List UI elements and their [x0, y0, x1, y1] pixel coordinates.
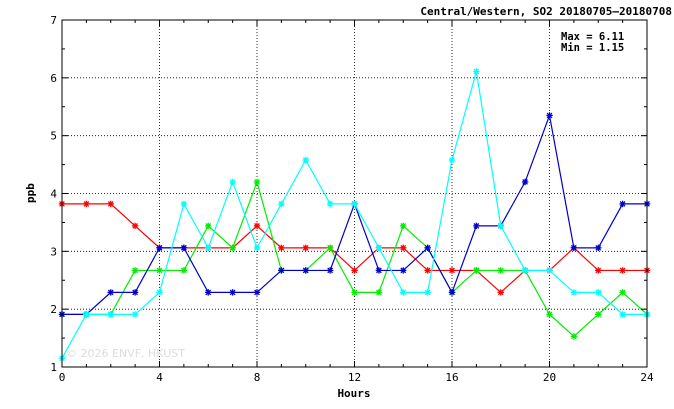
data-point	[351, 289, 358, 296]
data-point	[131, 289, 139, 296]
data-point	[131, 222, 139, 230]
data-point	[448, 267, 456, 274]
data-point	[83, 311, 90, 318]
data-point	[156, 289, 163, 296]
data-point	[546, 112, 553, 119]
data-point	[156, 267, 163, 274]
data-point	[473, 222, 480, 230]
x-tick-label: 4	[156, 371, 163, 384]
data-point	[278, 267, 285, 274]
data-point	[497, 267, 504, 274]
data-point	[375, 289, 383, 296]
data-point	[302, 244, 309, 252]
data-series	[58, 68, 651, 362]
data-point	[131, 311, 139, 318]
y-axis-label: ppb	[24, 183, 37, 203]
data-point	[473, 68, 480, 75]
watermark-text: © 2026 ENVF, HKUST	[66, 347, 185, 360]
series-line	[61, 71, 647, 359]
data-point	[205, 222, 212, 230]
data-point	[448, 289, 456, 296]
data-point	[570, 289, 578, 296]
data-point	[448, 156, 456, 164]
data-point	[253, 222, 261, 230]
data-point	[180, 267, 188, 274]
data-point	[107, 289, 114, 296]
data-point	[302, 267, 309, 274]
data-point	[400, 222, 407, 230]
data-point	[619, 200, 626, 208]
data-point	[253, 178, 261, 186]
data-point	[595, 267, 602, 274]
data-point	[351, 200, 358, 208]
data-point	[570, 333, 578, 340]
data-point	[253, 289, 261, 296]
data-point	[619, 311, 626, 318]
data-point	[156, 244, 163, 252]
data-point	[205, 244, 212, 252]
data-point	[424, 289, 431, 296]
x-axis-label: Hours	[337, 387, 370, 400]
y-tick-label: 3	[50, 245, 57, 258]
data-point	[521, 267, 529, 274]
grid-lines	[62, 20, 647, 367]
data-point	[546, 311, 553, 318]
x-tick-label: 16	[445, 371, 458, 384]
data-point	[400, 289, 407, 296]
data-point	[424, 267, 431, 274]
x-tick-label: 12	[348, 371, 361, 384]
y-tick-label: 5	[50, 130, 57, 143]
data-point	[375, 244, 383, 252]
y-tick-label: 1	[50, 361, 57, 374]
series-4	[58, 68, 651, 362]
data-point	[229, 178, 236, 186]
max-label: Max = 6.11	[561, 31, 624, 43]
data-point	[351, 267, 358, 274]
data-point	[229, 289, 236, 296]
x-tick-label: 0	[59, 371, 66, 384]
y-tick-label: 7	[50, 14, 57, 27]
data-point	[595, 244, 602, 252]
series-2	[58, 178, 651, 340]
y-tick-label: 4	[50, 188, 57, 201]
min-label: Min = 1.15	[561, 42, 624, 54]
chart-title: Central/Western, SO2 20180705–20180708	[420, 5, 672, 18]
y-tick-label: 6	[50, 72, 57, 85]
data-point	[619, 289, 626, 296]
data-point	[497, 222, 504, 230]
data-point	[229, 244, 236, 252]
data-point	[278, 244, 285, 252]
data-point	[546, 267, 553, 274]
data-point	[497, 289, 504, 296]
data-point	[375, 267, 383, 274]
x-tick-label: 20	[543, 371, 556, 384]
data-point	[400, 267, 407, 274]
data-point	[180, 244, 188, 252]
data-point	[205, 289, 212, 296]
data-point	[302, 156, 309, 164]
data-point	[107, 200, 114, 208]
y-tick-label: 2	[50, 303, 57, 316]
data-point	[473, 267, 480, 274]
data-point	[619, 267, 626, 274]
data-point	[424, 244, 431, 252]
x-tick-label: 8	[254, 371, 261, 384]
data-point	[83, 200, 90, 208]
data-point	[107, 311, 114, 318]
x-tick-label: 24	[640, 371, 654, 384]
data-point	[595, 289, 602, 296]
data-point	[253, 244, 261, 252]
data-point	[326, 267, 334, 274]
data-point	[278, 200, 285, 208]
data-point	[570, 244, 578, 252]
data-point	[326, 200, 334, 208]
data-point	[521, 178, 529, 186]
data-point	[131, 267, 139, 274]
data-point	[326, 244, 334, 252]
data-point	[400, 244, 407, 252]
data-point	[595, 311, 602, 318]
data-point	[180, 200, 188, 208]
